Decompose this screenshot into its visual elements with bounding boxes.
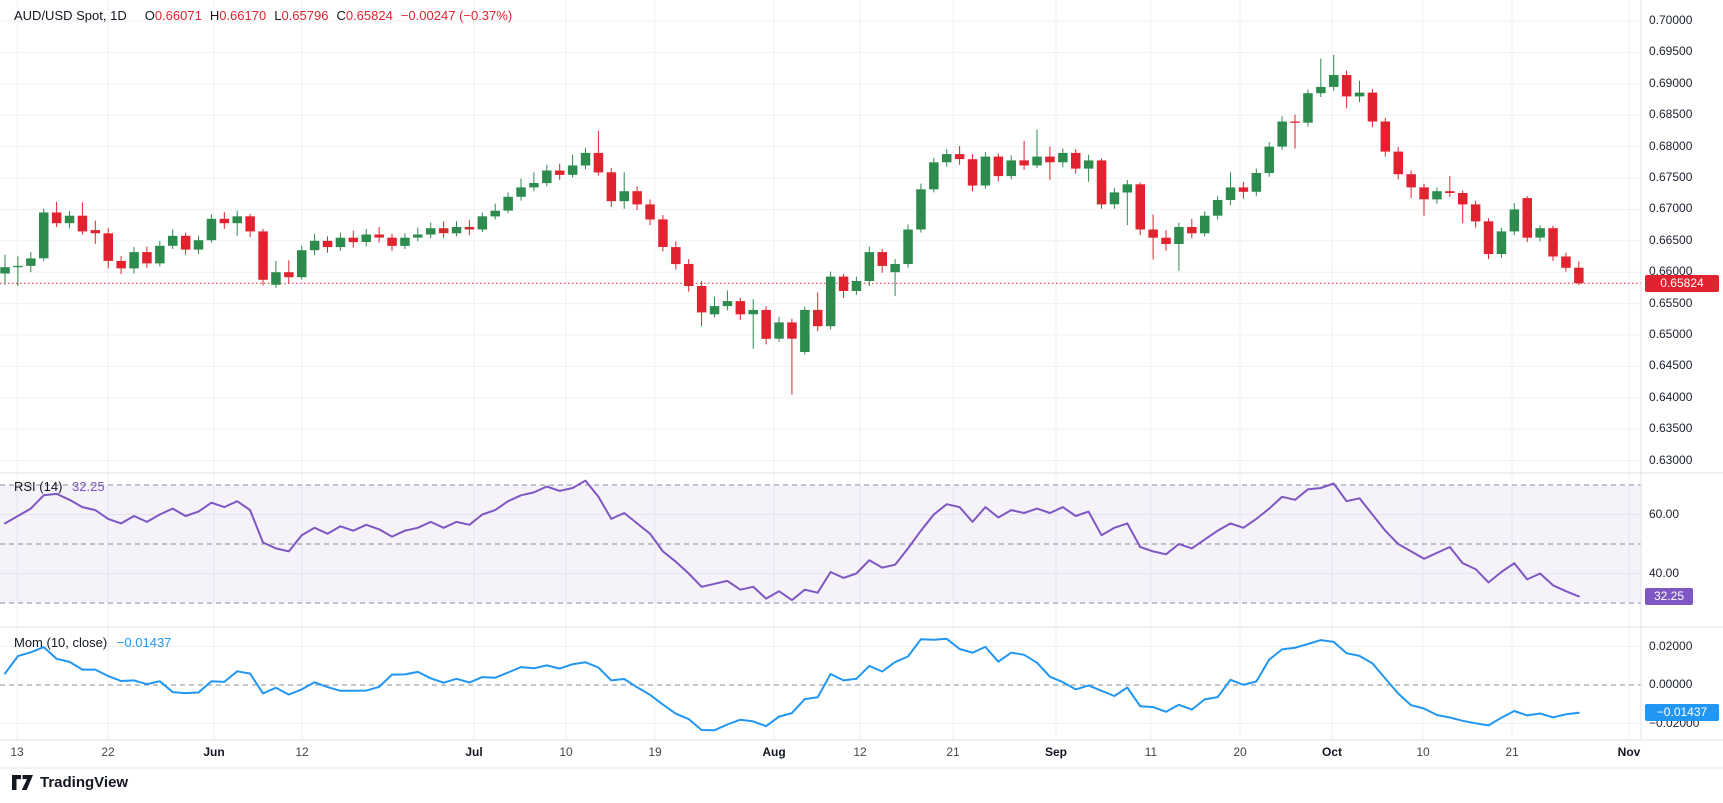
- symbol-title[interactable]: AUD/USD Spot, 1D: [14, 8, 127, 23]
- price-axis-label: 0.66500: [1649, 232, 1693, 247]
- mom-value-badge: −0.01437: [1645, 704, 1719, 722]
- rsi-axis-label: 60.00: [1649, 506, 1680, 521]
- time-axis-label[interactable]: 10: [559, 745, 573, 759]
- time-axis-label[interactable]: Jul: [465, 745, 483, 759]
- price-axis-label: 0.67500: [1649, 170, 1693, 184]
- time-axis-label[interactable]: 12: [853, 745, 867, 759]
- time-axis-label[interactable]: 13: [10, 745, 24, 759]
- time-axis-label[interactable]: 19: [648, 745, 662, 759]
- price-axis-label: 0.69500: [1649, 44, 1693, 59]
- price-axis-label: 0.67000: [1649, 201, 1693, 216]
- time-axis-label[interactable]: 21: [946, 745, 960, 759]
- mom-title[interactable]: Mom (10, close): [14, 635, 108, 650]
- price-axis-label: 0.63500: [1649, 421, 1693, 436]
- tradingview-logo-icon: [12, 775, 33, 790]
- price-axis-label: 0.65500: [1649, 295, 1693, 310]
- time-axis-label[interactable]: Sep: [1044, 745, 1067, 759]
- price-axis-label: 0.68000: [1649, 138, 1693, 153]
- close-value: 0.65824: [345, 8, 393, 23]
- time-axis-label[interactable]: 10: [1416, 745, 1430, 759]
- mom-last-value: −0.01437: [116, 635, 172, 650]
- time-axis-label[interactable]: Nov: [1617, 745, 1641, 759]
- rsi-title[interactable]: RSI (14): [14, 479, 63, 494]
- price-axis-label: 0.64000: [1649, 389, 1693, 404]
- close-label: C: [336, 8, 346, 23]
- last-price-badge: 0.65824: [1645, 274, 1719, 292]
- low-value: 0.65796: [281, 8, 329, 23]
- time-axis-label[interactable]: 21: [1505, 745, 1519, 759]
- price-axis-label: 0.69000: [1649, 75, 1693, 90]
- mom-pane-label: Mom (10, close) −0.01437: [14, 635, 171, 650]
- change-value: −0.00247 (−0.37%): [400, 8, 513, 23]
- time-axis-label[interactable]: Oct: [1321, 745, 1342, 759]
- open-value: 0.66071: [154, 8, 202, 23]
- price-axis-label: 0.68500: [1649, 107, 1693, 122]
- price-axis-label: 0.70000: [1649, 13, 1693, 27]
- open-label: O: [144, 8, 155, 23]
- rsi-last-value: 32.25: [72, 479, 105, 494]
- tradingview-attribution[interactable]: TradingView: [12, 774, 128, 791]
- chart-legend: AUD/USD Spot, 1D O0.66071 H0.66170 L0.65796…: [14, 8, 512, 23]
- mom-axis-label: 0.02000: [1649, 638, 1693, 653]
- time-axis-label[interactable]: 22: [101, 745, 115, 759]
- time-axis-label[interactable]: Aug: [762, 745, 786, 759]
- high-value: 0.66170: [219, 8, 267, 23]
- rsi-pane-label: RSI (14) 32.25: [14, 479, 105, 494]
- price-axis-label: 0.63000: [1649, 452, 1693, 467]
- time-axis-label[interactable]: Jun: [203, 745, 225, 759]
- time-axis-label[interactable]: 20: [1233, 745, 1247, 759]
- price-axis-label: 0.66000: [1649, 264, 1693, 279]
- tradingview-brand-text: TradingView: [40, 774, 129, 791]
- mom-axis-label: 0.00000: [1649, 677, 1693, 691]
- price-axis-label: 0.64500: [1649, 358, 1693, 373]
- time-axis-label[interactable]: 12: [295, 745, 309, 759]
- time-axis-label[interactable]: 11: [1144, 745, 1158, 759]
- price-axis-label: 0.65000: [1649, 327, 1693, 341]
- rsi-axis-label: 40.00: [1649, 565, 1680, 580]
- rsi-value-badge: 32.25: [1645, 587, 1693, 605]
- low-label: L: [274, 8, 282, 23]
- high-label: H: [209, 8, 220, 23]
